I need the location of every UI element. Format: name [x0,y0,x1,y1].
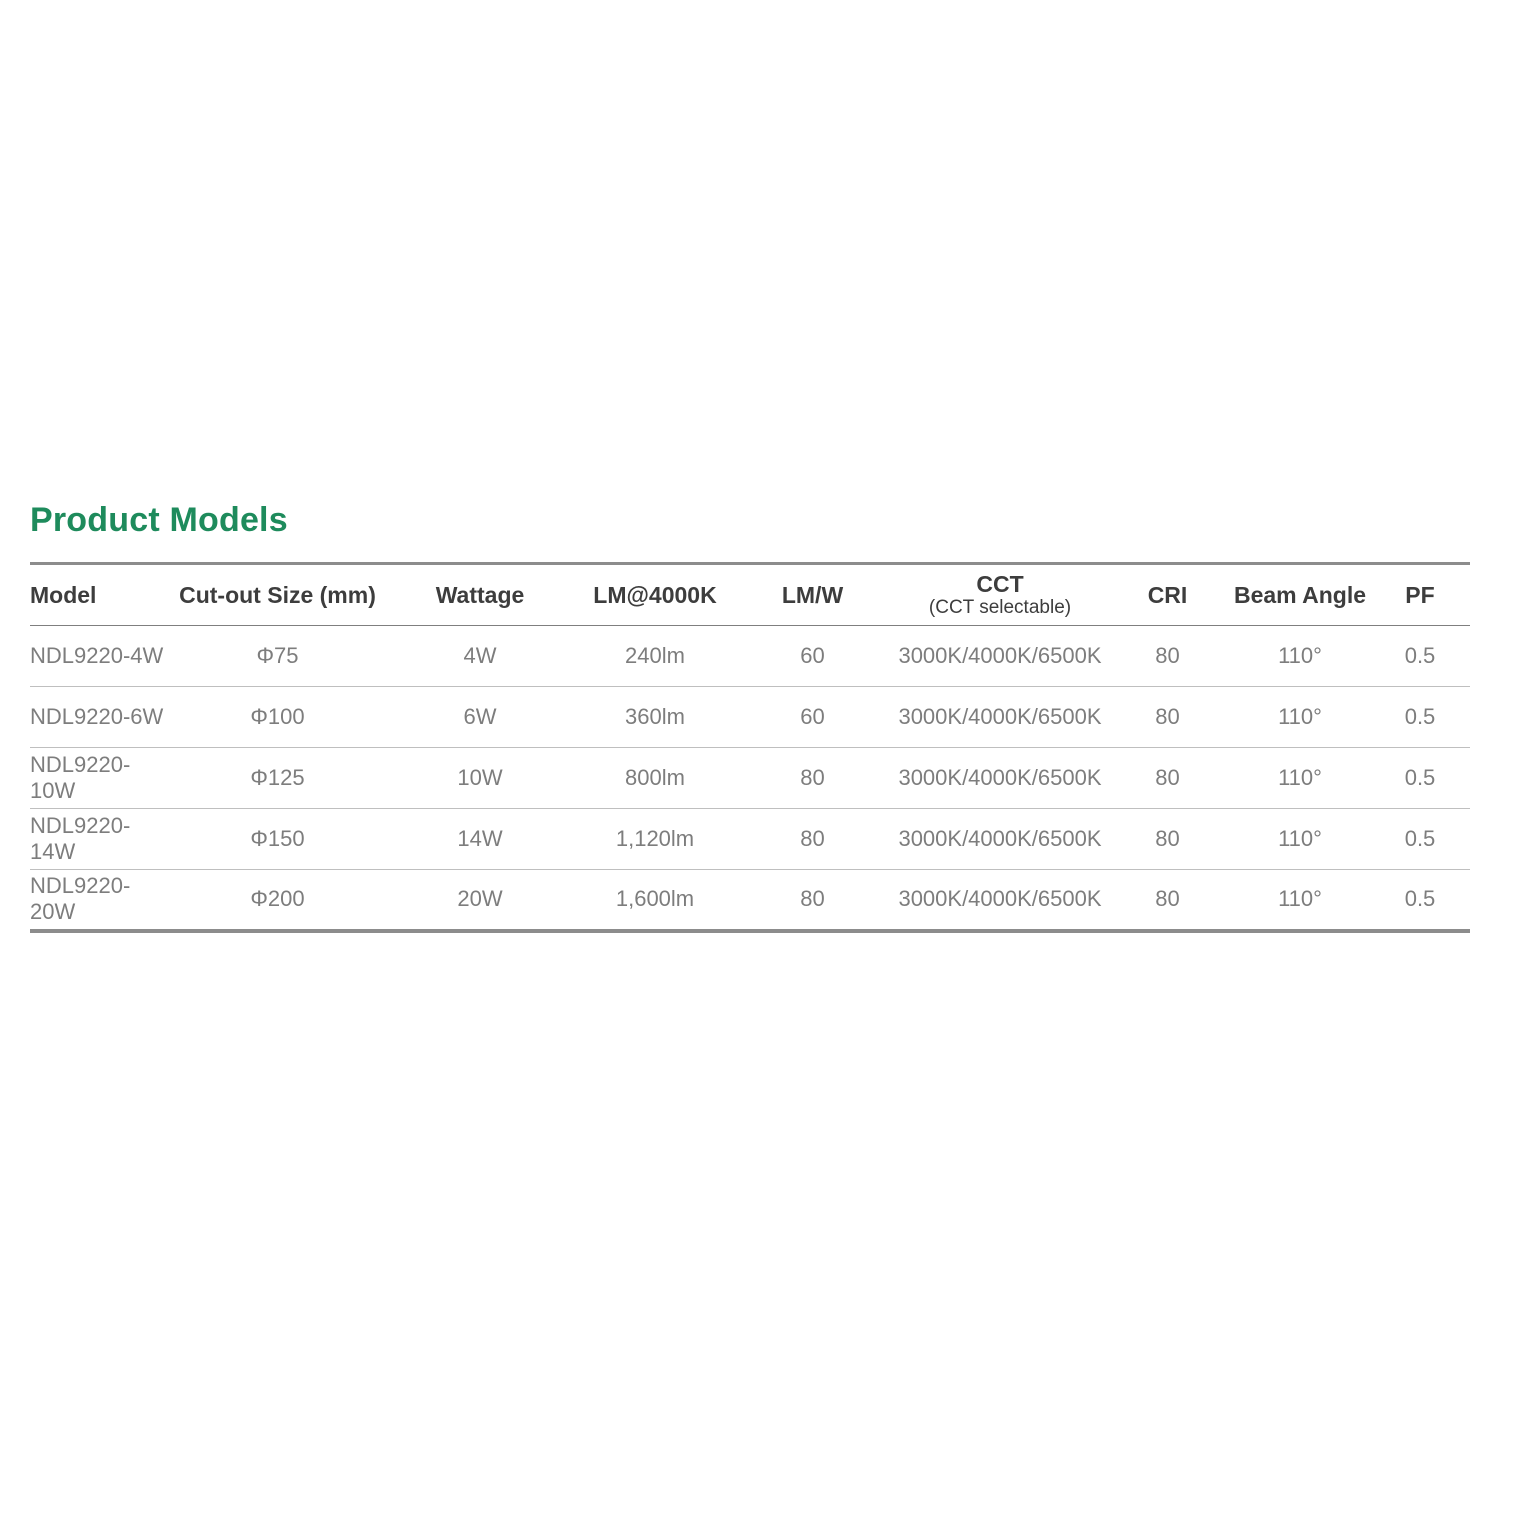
cell-cri: 80 [1105,686,1230,748]
product-models-table: Model Cut-out Size (mm) Wattage LM@4000K… [30,562,1470,933]
cell-wattage: 14W [380,808,580,870]
cell-lmw: 60 [730,686,895,748]
column-header-cutout-size: Cut-out Size (mm) [175,563,380,626]
cell-lm4000k: 800lm [580,747,730,809]
cell-cct: 3000K/4000K/6500K [895,686,1105,748]
cell-model: NDL9220-6W [30,686,175,748]
cell-cct: 3000K/4000K/6500K [895,747,1105,809]
cell-pf: 0.5 [1370,808,1470,870]
product-models-section: Product Models Model Cut-out Size (mm) W… [30,498,1470,933]
table-row: NDL9220-6W Φ100 6W 360lm 60 3000K/4000K/… [30,686,1470,748]
cell-lmw: 80 [730,747,895,809]
column-header-cri: CRI [1105,563,1230,626]
table-row: NDL9220-4W Φ75 4W 240lm 60 3000K/4000K/6… [30,625,1470,687]
cell-beam-angle: 110° [1230,747,1370,809]
cct-header-main: CCT [976,571,1024,597]
column-header-lm4000k: LM@4000K [580,563,730,626]
cell-model: NDL9220-10W [30,747,175,809]
cell-cri: 80 [1155,886,1180,912]
cell-wattage: 6W [380,686,580,748]
cell-cutout-size: Φ150 [175,808,380,870]
column-header-model: Model [30,563,175,626]
column-header-cct: CCT (CCT selectable) [895,563,1105,626]
cell-model: NDL9220-14W [30,808,175,870]
cell-wattage: 20W [457,886,503,912]
cell-beam-angle: 110° [1278,886,1322,912]
column-header-pf: PF [1370,563,1470,626]
cell-cct: 3000K/4000K/6500K [898,886,1102,912]
page-title: Product Models [30,501,288,539]
table-row: NDL9220-20W Φ200 20W 1,600lm 80 3000K/40… [30,870,1470,931]
cell-lmw: 60 [730,625,895,687]
cell-cutout-size: Φ100 [175,686,380,748]
cell-pf: 0.5 [1370,625,1470,687]
column-header-beam-angle: Beam Angle [1230,563,1370,626]
cell-lm4000k: 1,600lm [615,886,695,912]
cell-cct: 3000K/4000K/6500K [895,625,1105,687]
cell-lm4000k: 1,120lm [580,808,730,870]
column-header-lmw: LM/W [730,563,895,626]
cell-beam-angle: 110° [1230,625,1370,687]
cell-lm4000k: 240lm [580,625,730,687]
cell-cct: 3000K/4000K/6500K [895,808,1105,870]
cell-pf: 0.5 [1370,686,1470,748]
cell-wattage: 4W [380,625,580,687]
cell-pf: 0.5 [1404,886,1436,912]
cell-cutout-size: Φ125 [175,747,380,809]
table-row: NDL9220-10W Φ125 10W 800lm 80 3000K/4000… [30,747,1470,809]
cell-beam-angle: 110° [1230,808,1370,870]
cell-lmw: 80 [800,886,825,912]
cell-wattage: 10W [380,747,580,809]
table-row: NDL9220-14W Φ150 14W 1,120lm 80 3000K/40… [30,808,1470,870]
cell-cri: 80 [1105,747,1230,809]
cct-header-sub: (CCT selectable) [928,597,1072,618]
cell-cri: 80 [1105,625,1230,687]
cell-model: NDL9220-4W [30,625,175,687]
cell-model: NDL9220-20W [30,873,131,925]
cell-lmw: 80 [730,808,895,870]
table-header-row: Model Cut-out Size (mm) Wattage LM@4000K… [30,563,1470,626]
cell-cutout-size: Φ75 [175,625,380,687]
cell-cri: 80 [1105,808,1230,870]
column-header-wattage: Wattage [380,563,580,626]
cell-cutout-size: Φ200 [250,886,305,912]
cell-pf: 0.5 [1370,747,1470,809]
cell-beam-angle: 110° [1230,686,1370,748]
cell-lm4000k: 360lm [580,686,730,748]
